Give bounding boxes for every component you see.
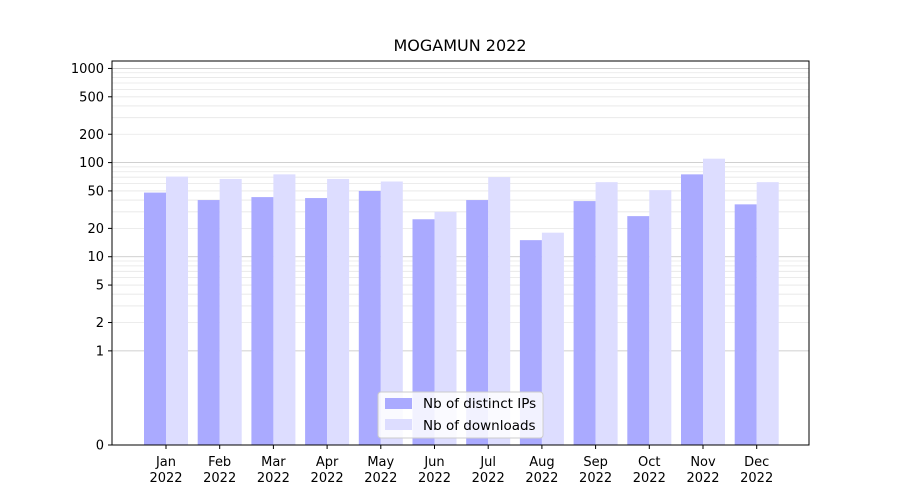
y-tick-label: 2 — [96, 316, 104, 331]
bar-distinct-ips — [251, 197, 274, 445]
x-tick-label: Jan 2022 — [149, 455, 182, 486]
bar-downloads — [434, 211, 457, 445]
bar-distinct-ips — [681, 174, 703, 445]
x-tick-label: Jul 2022 — [472, 455, 505, 486]
legend-swatch-ips — [385, 398, 412, 409]
x-tick-label: Oct 2022 — [633, 455, 666, 486]
bar-downloads — [541, 232, 564, 445]
y-tick-label: 10 — [87, 250, 104, 265]
plot-frame — [111, 60, 810, 446]
bar-downloads — [166, 176, 188, 445]
x-tick-label: Apr 2022 — [311, 455, 344, 486]
legend-swatch-downloads — [385, 419, 412, 430]
x-tick-label: Nov 2022 — [686, 455, 719, 486]
bar-downloads — [219, 178, 242, 445]
y-tick-label: 200 — [79, 128, 104, 143]
legend: Nb of distinct IPs Nb of downloads — [377, 391, 544, 439]
x-tick-label: Feb 2022 — [203, 455, 236, 486]
bar-downloads — [703, 158, 725, 445]
bar-distinct-ips — [627, 216, 650, 445]
bar-distinct-ips — [358, 190, 381, 445]
x-tick-label: Aug 2022 — [525, 455, 558, 486]
chart-title: MOGAMUN 2022 — [393, 36, 526, 55]
x-tick-label: May 2022 — [364, 455, 397, 486]
bar-distinct-ips — [197, 200, 220, 445]
bar-distinct-ips — [734, 204, 757, 445]
y-tick-label: 50 — [87, 184, 104, 199]
bar-downloads — [327, 178, 350, 445]
y-tick-label: 5 — [96, 279, 104, 294]
y-tick-label: 100 — [79, 156, 104, 171]
y-tick-label: 500 — [79, 90, 104, 105]
x-tick-label: Mar 2022 — [257, 455, 290, 486]
y-tick-label: 0 — [96, 439, 104, 454]
y-tick-label: 20 — [87, 222, 104, 237]
legend-label-downloads: Nb of downloads — [423, 418, 536, 434]
bar-distinct-ips — [466, 200, 489, 445]
y-axis: 0 1 2 5 10 20 50 100 200 500 1000 — [71, 62, 112, 454]
legend-label-ips: Nb of distinct IPs — [423, 396, 536, 412]
y-tick-label: 1000 — [71, 62, 104, 77]
bar-distinct-ips — [573, 201, 596, 445]
bar-distinct-ips — [144, 192, 166, 445]
bars — [144, 158, 779, 446]
bar-distinct-ips — [305, 198, 328, 445]
bar-downloads — [756, 182, 779, 445]
x-axis: Jan 2022 Feb 2022 Mar 2022 Apr 2022 May 2022 Jun 20… — [149, 445, 773, 486]
y-tick-label: 1 — [96, 344, 104, 359]
bar-distinct-ips — [412, 219, 435, 445]
bar-downloads — [649, 190, 672, 445]
bar-downloads — [595, 182, 618, 445]
legend-box — [377, 391, 544, 439]
x-tick-label: Dec 2022 — [740, 455, 773, 486]
bar-downloads — [273, 174, 296, 445]
x-tick-label: Sep 2022 — [579, 455, 612, 486]
bar-downloads — [488, 177, 511, 446]
bar-downloads — [380, 181, 403, 445]
x-tick-label: Jun 2022 — [418, 455, 451, 486]
